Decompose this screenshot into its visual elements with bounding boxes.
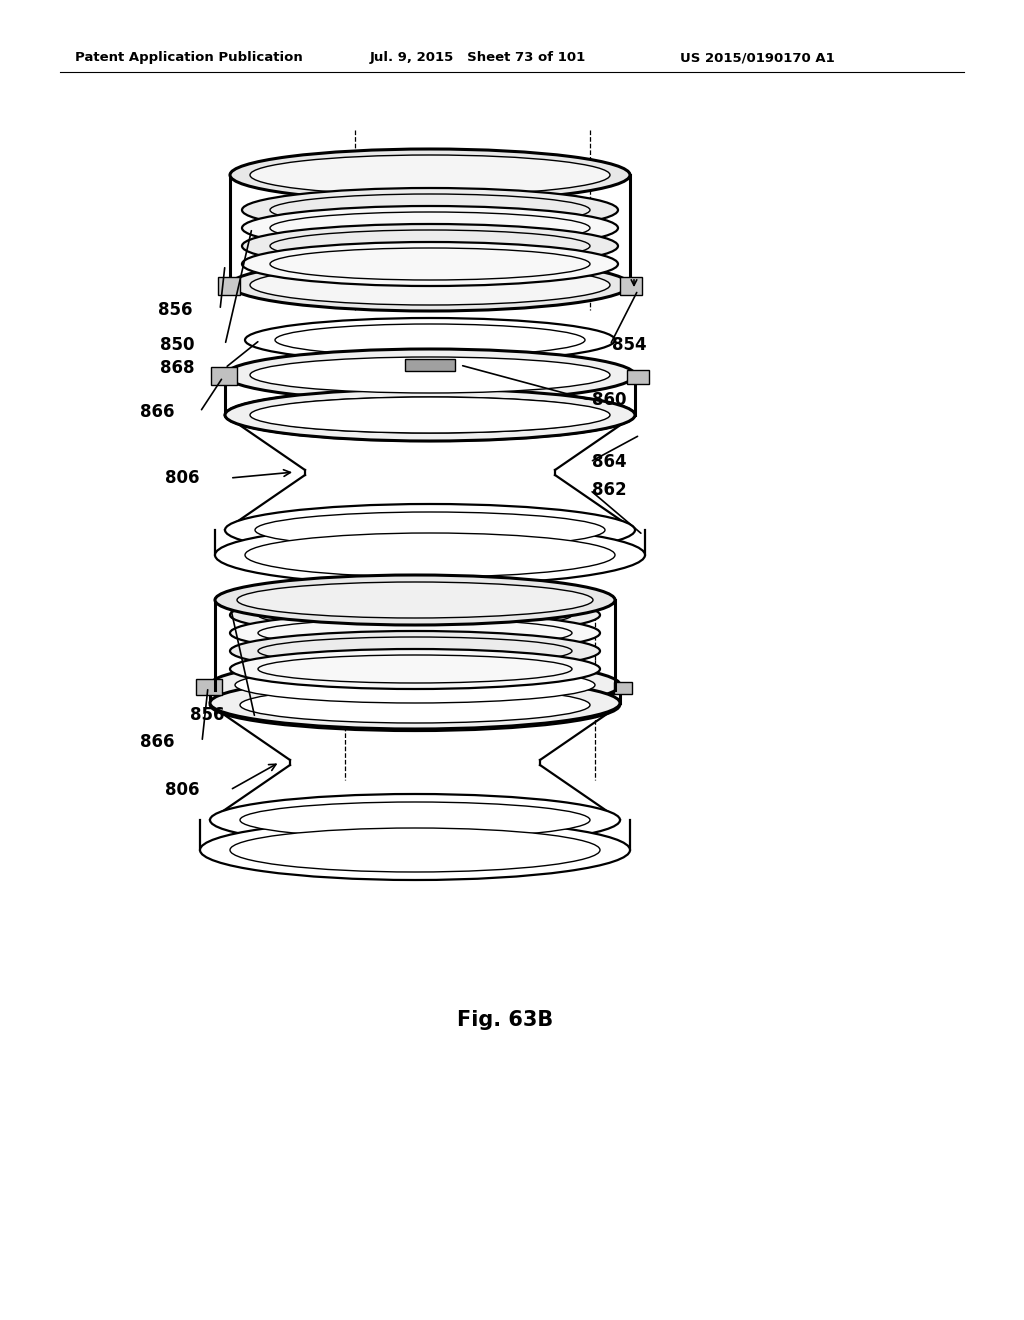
Text: 854: 854 (612, 337, 646, 354)
Ellipse shape (258, 638, 572, 665)
Text: Fig. 63A: Fig. 63A (462, 590, 558, 610)
Ellipse shape (237, 582, 593, 618)
Ellipse shape (200, 820, 630, 880)
Ellipse shape (210, 659, 620, 711)
Bar (620, 277, 642, 294)
Text: 860: 860 (592, 391, 627, 409)
Text: US 2015/0190170 A1: US 2015/0190170 A1 (680, 51, 835, 65)
Ellipse shape (258, 655, 572, 682)
Ellipse shape (210, 795, 620, 846)
Text: 856: 856 (190, 706, 224, 723)
Text: Fig. 63B: Fig. 63B (457, 1010, 553, 1030)
Text: 806: 806 (165, 469, 200, 487)
Ellipse shape (230, 595, 600, 635)
Ellipse shape (270, 213, 590, 244)
Ellipse shape (242, 242, 618, 286)
Bar (614, 682, 632, 694)
Text: 866: 866 (140, 733, 174, 751)
Ellipse shape (255, 512, 605, 548)
Ellipse shape (225, 348, 635, 401)
Ellipse shape (210, 677, 620, 729)
Ellipse shape (215, 665, 615, 715)
Bar (627, 370, 649, 384)
Ellipse shape (225, 389, 635, 441)
Bar (196, 678, 222, 696)
Ellipse shape (230, 649, 600, 689)
Ellipse shape (242, 224, 618, 268)
Ellipse shape (225, 389, 635, 441)
Ellipse shape (245, 533, 615, 577)
Ellipse shape (225, 504, 635, 556)
Ellipse shape (250, 265, 610, 305)
Ellipse shape (250, 356, 610, 393)
Text: 864: 864 (592, 453, 627, 471)
Ellipse shape (230, 149, 630, 201)
Ellipse shape (245, 318, 615, 362)
Ellipse shape (234, 667, 595, 704)
Ellipse shape (270, 230, 590, 261)
Ellipse shape (215, 525, 645, 585)
Ellipse shape (258, 601, 572, 630)
Ellipse shape (242, 187, 618, 232)
Ellipse shape (258, 619, 572, 647)
Bar (218, 277, 240, 294)
Ellipse shape (240, 686, 590, 723)
Text: 868: 868 (160, 359, 195, 378)
Text: Patent Application Publication: Patent Application Publication (75, 51, 303, 65)
Text: 850: 850 (160, 337, 195, 354)
Ellipse shape (270, 248, 590, 280)
Ellipse shape (270, 194, 590, 226)
Ellipse shape (215, 576, 615, 624)
Text: 856: 856 (158, 301, 193, 319)
Ellipse shape (275, 323, 585, 356)
Ellipse shape (230, 631, 600, 671)
Ellipse shape (230, 828, 600, 873)
Ellipse shape (230, 612, 600, 653)
Ellipse shape (242, 206, 618, 249)
Ellipse shape (230, 259, 630, 312)
Text: 862: 862 (592, 480, 627, 499)
Bar (406, 359, 455, 371)
Bar (211, 367, 237, 385)
Ellipse shape (255, 397, 605, 433)
Ellipse shape (250, 397, 610, 433)
Text: 806: 806 (165, 781, 200, 799)
Text: 866: 866 (140, 403, 174, 421)
Ellipse shape (240, 803, 590, 838)
Ellipse shape (250, 154, 610, 195)
Ellipse shape (210, 678, 620, 731)
Text: Jul. 9, 2015   Sheet 73 of 101: Jul. 9, 2015 Sheet 73 of 101 (370, 51, 587, 65)
